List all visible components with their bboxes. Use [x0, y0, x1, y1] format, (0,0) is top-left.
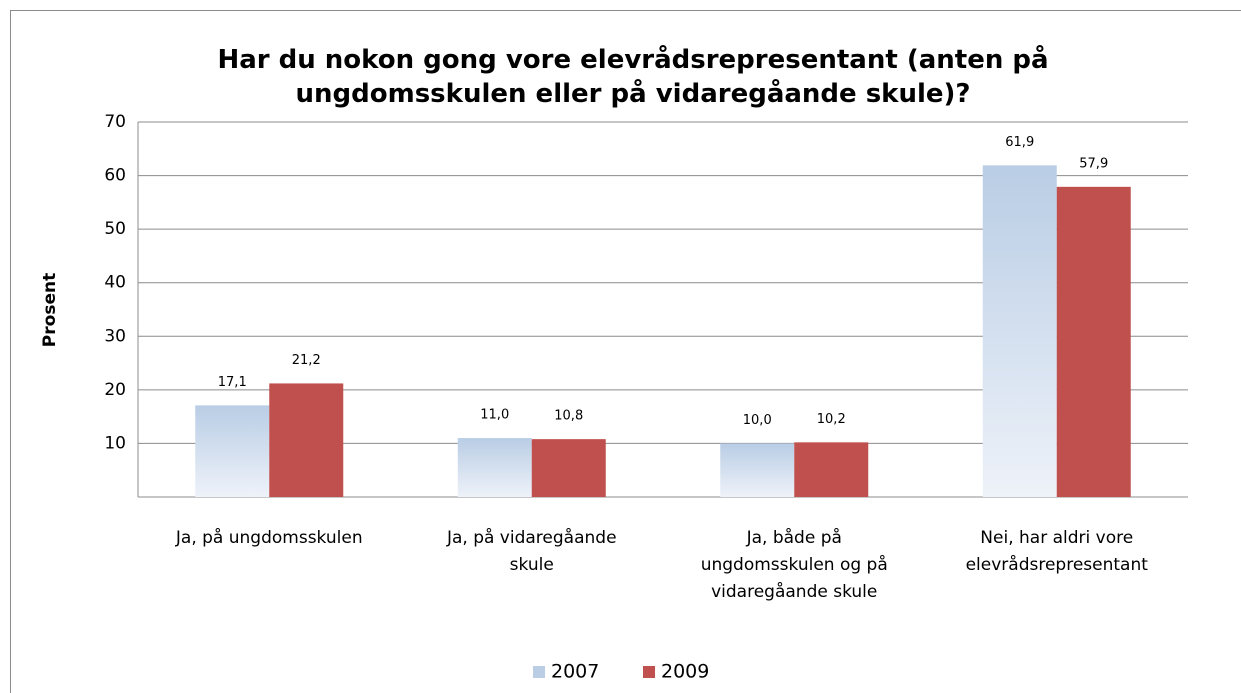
x-tick-label: Nei, har aldri vore elevrådsrepresentant [966, 528, 1149, 575]
value-label: 61,9 [1005, 135, 1034, 150]
y-tick-label: 30 [104, 326, 126, 346]
y-tick-label: 20 [104, 380, 126, 400]
x-tick-label: Ja, både på ungdomsskulen og på vidaregåan… [701, 527, 888, 602]
bar [195, 405, 270, 497]
y-tick-label: 50 [104, 219, 126, 239]
legend-label: 2007 [551, 661, 599, 683]
bar [794, 442, 869, 497]
value-label: 10,0 [743, 413, 772, 428]
value-label: 11,0 [480, 408, 509, 423]
y-tick-label: 70 [104, 112, 126, 132]
y-tick-label: 60 [104, 166, 126, 186]
y-tick-label: 40 [104, 273, 126, 293]
bar [720, 443, 795, 497]
value-label: 10,8 [554, 409, 583, 424]
bar [982, 165, 1057, 497]
chart-title: Har du nokon gong vore elevrådsrepresent… [217, 43, 1048, 109]
bar [1056, 186, 1131, 498]
value-label: 17,1 [218, 375, 247, 390]
bar [269, 383, 344, 497]
value-label: 10,2 [817, 412, 846, 427]
legend-label: 2009 [661, 661, 709, 683]
x-tick-label: Ja, på vidaregåande skule [446, 527, 617, 575]
bar [457, 438, 532, 497]
y-axis-label: Prosent [40, 273, 60, 347]
legend-swatch [643, 666, 655, 678]
bar [531, 439, 606, 497]
value-label: 57,9 [1079, 156, 1108, 171]
legend-swatch [533, 666, 545, 678]
x-tick-label: Ja, på ungdomsskulen [175, 527, 363, 548]
value-label: 21,2 [292, 353, 321, 368]
y-tick-label: 10 [104, 433, 126, 453]
